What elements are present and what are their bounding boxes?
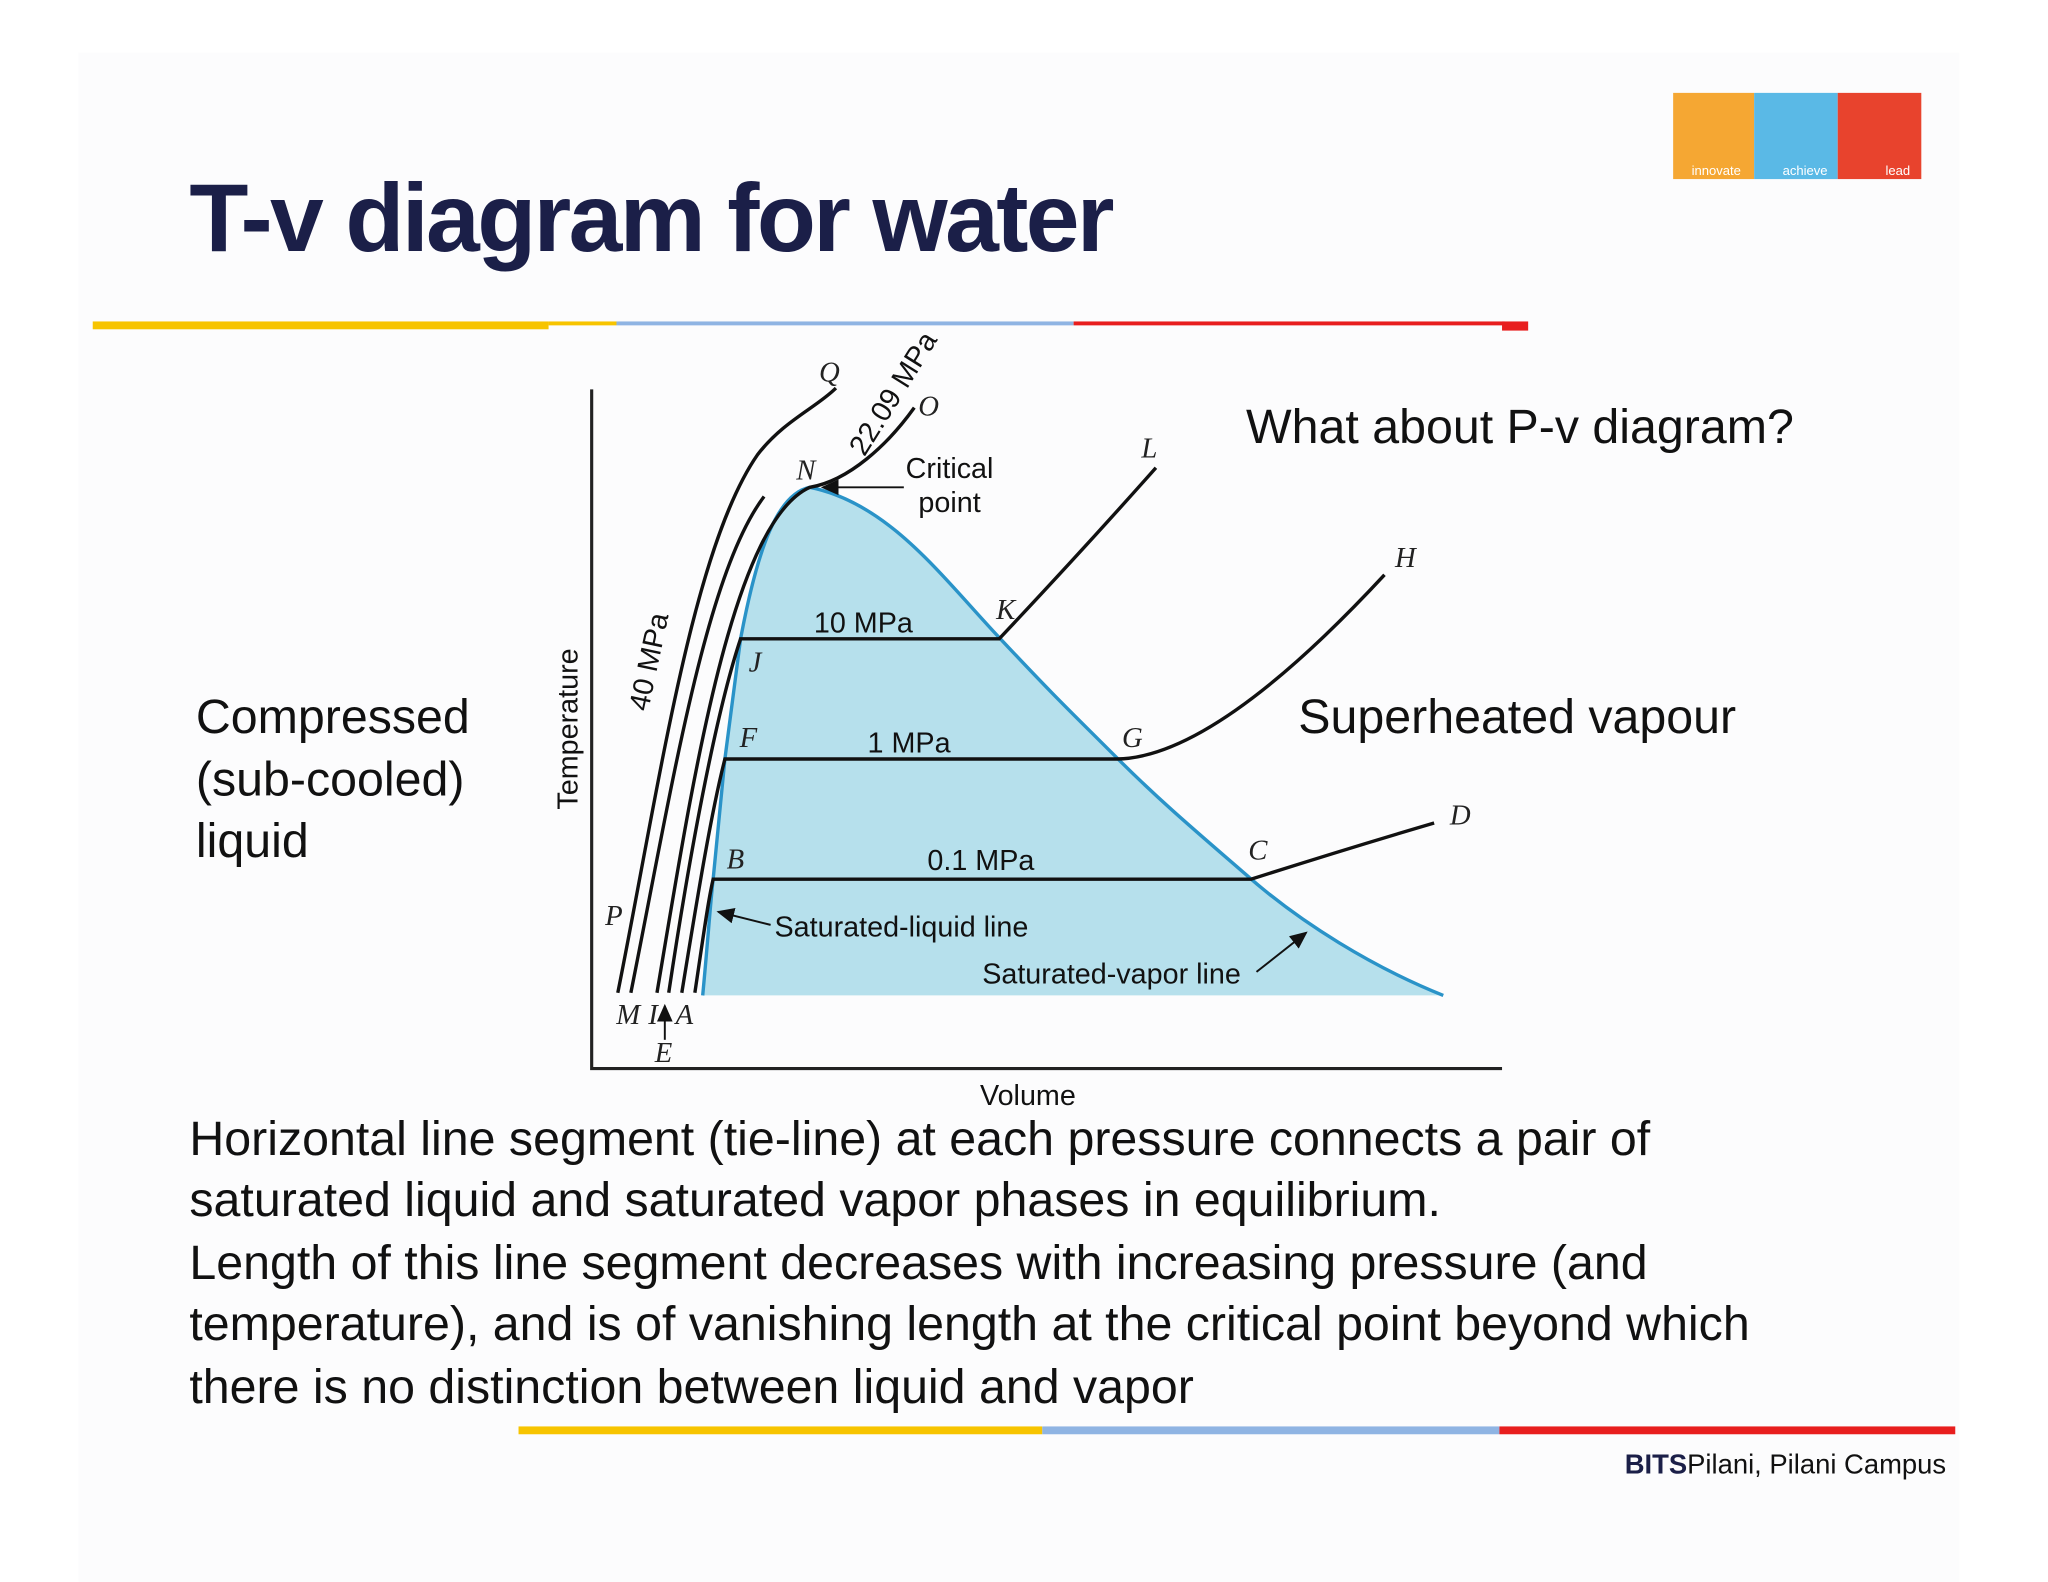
isobar <box>629 495 766 994</box>
arrow <box>1255 931 1308 973</box>
point-label: A <box>674 999 694 1031</box>
point-label: C <box>1248 835 1268 867</box>
point-label: I <box>647 999 659 1031</box>
point-label: J <box>749 646 763 678</box>
point-label: B <box>727 844 745 876</box>
isobar-label: 0.1 MPa <box>927 845 1034 877</box>
isobar <box>680 573 1386 994</box>
rule-segment <box>518 1426 1043 1435</box>
point-label: E <box>654 1037 673 1069</box>
body-text: Horizontal line segment (tie-line) at ea… <box>189 1112 1749 1414</box>
rule-segment <box>548 321 617 326</box>
point-label: G <box>1122 722 1143 754</box>
body-line: Horizontal line segment (tie-line) at ea… <box>189 1112 1650 1166</box>
title: T-v diagram for water <box>189 165 1114 272</box>
footer: BITSPilani, Pilani Campus <box>1625 1448 1946 1479</box>
footer-campus: Pilani, Pilani Campus <box>1687 1448 1946 1479</box>
arrow <box>716 908 771 926</box>
two-phase-region <box>702 487 1444 996</box>
point-label: Q <box>819 357 840 389</box>
logo: innovate achieve lead <box>1673 92 1922 180</box>
region-label: (sub-cooled) <box>196 753 465 807</box>
isobar-label: 1 MPa <box>868 727 951 759</box>
body-line: saturated liquid and saturated vapor pha… <box>189 1173 1441 1227</box>
annotation: Saturated-liquid line <box>775 912 1029 944</box>
point-label: N <box>795 454 817 486</box>
point-label: D <box>1449 799 1471 831</box>
y-axis-label: Temperature <box>552 648 584 809</box>
isobar <box>693 821 1435 994</box>
rule-segment <box>616 321 1074 326</box>
point-label: K <box>995 594 1017 626</box>
question: What about P-v diagram? <box>1246 400 1794 454</box>
rule-segment <box>1499 1426 1956 1435</box>
top-rule <box>92 321 1529 331</box>
isobar <box>616 386 838 994</box>
logo-block <box>1837 92 1922 180</box>
rule-segment <box>1042 1426 1500 1435</box>
logo-block <box>1754 92 1838 180</box>
annotation: Saturated-vapor line <box>982 959 1241 991</box>
rule-segment <box>92 321 549 330</box>
bottom-rule <box>518 1426 1956 1435</box>
annotation: point <box>918 487 980 519</box>
body-line: Length of this line segment decreases wi… <box>189 1236 1647 1290</box>
isobar <box>667 466 1158 994</box>
logo-text: lead <box>1885 163 1910 178</box>
point-label: P <box>604 900 623 932</box>
rule-segment <box>1502 321 1529 331</box>
x-axis-label: Volume <box>980 1080 1076 1112</box>
rule-segment <box>1073 321 1505 326</box>
point-label: F <box>739 722 758 754</box>
point-label: L <box>1140 432 1157 464</box>
point-label: O <box>918 390 939 422</box>
axes <box>590 389 1503 1071</box>
footer-brand: BITS <box>1625 1448 1687 1479</box>
logo-block <box>1673 92 1755 180</box>
logo-text: achieve <box>1783 163 1828 178</box>
point-label: H <box>1394 542 1418 574</box>
isobar <box>655 406 916 994</box>
logo-text: innovate <box>1692 163 1741 178</box>
isobar-label: 10 MPa <box>814 607 913 639</box>
annotation: Critical <box>906 453 994 485</box>
region-label: Compressed <box>196 690 470 744</box>
region-label: liquid <box>196 814 309 868</box>
region-label: Superheated vapour <box>1298 690 1736 744</box>
body-line: temperature), and is of vanishing length… <box>189 1297 1749 1351</box>
body-line: there is no distinction between liquid a… <box>189 1360 1193 1414</box>
point-label: M <box>615 999 642 1031</box>
